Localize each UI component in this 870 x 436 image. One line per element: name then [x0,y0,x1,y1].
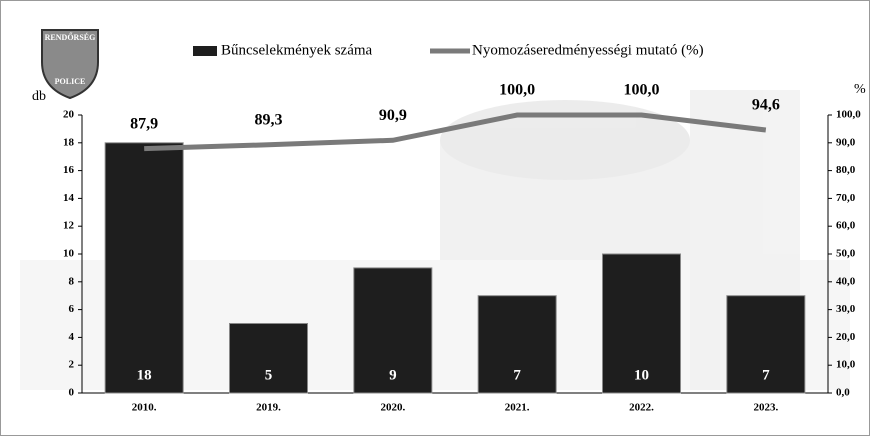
line-value-label: 87,9 [130,115,158,132]
y2-tick-label: 0,0 [836,387,850,399]
y-tick-label: 16 [63,164,75,176]
y2-tick-label: 100,0 [836,109,861,121]
y2-tick-label: 50,0 [836,248,856,260]
bar [477,295,557,394]
bar-value-label: 5 [265,367,273,383]
logo-bottom: POLICE [55,77,86,86]
y2-tick-label: 40,0 [836,275,856,287]
y2-axis-label: % [854,82,866,97]
y-tick-label: 20 [63,109,75,121]
legend-label: Nyomozáseredményességi mutató (%) [472,42,704,58]
line-value-label: 90,9 [379,107,407,124]
logo-top: RENDŐRSÉG [45,32,96,42]
x-tick-label: 2019. [256,402,281,414]
bar [229,323,308,394]
y2-tick-label: 90,0 [836,136,856,148]
y-axis-label: db [32,89,46,104]
y-tick-label: 12 [63,220,75,232]
y-tick-label: 6 [69,303,75,315]
legend-swatch [193,46,217,56]
y2-tick-label: 60,0 [836,220,856,232]
bar-value-label: 18 [137,367,152,383]
y2-tick-label: 70,0 [836,192,856,204]
bar-value-label: 7 [513,367,521,383]
bar [602,253,681,394]
y2-tick-label: 30,0 [836,303,856,315]
bar [726,295,806,394]
y2-tick-label: 10,0 [836,359,856,371]
y-tick-label: 2 [69,359,75,371]
bar [104,142,184,394]
x-tick-label: 2020. [380,402,405,414]
line-value-label: 100,0 [624,82,660,99]
y-tick-label: 0 [69,387,75,399]
y-tick-label: 18 [63,136,75,148]
y2-tick-label: 80,0 [836,164,856,176]
y-tick-label: 14 [63,192,75,204]
line [144,112,767,152]
line-value-label: 89,3 [255,111,283,128]
y-tick-label: 10 [63,248,75,260]
legend-label: Bűncselekmények száma [221,42,373,58]
x-tick-label: 2021. [505,402,530,414]
y-tick-label: 4 [69,331,75,343]
line-value-label: 94,6 [752,97,780,114]
line-value-label: 100,0 [499,82,535,99]
y-tick-label: 8 [69,275,75,287]
x-tick-label: 2023. [753,402,778,414]
x-tick-label: 2010. [132,402,157,414]
bar-value-label: 7 [762,367,770,383]
bar [353,267,433,394]
logo: RENDŐRSÉG POLICE [41,29,99,100]
y2-tick-label: 20,0 [836,331,856,343]
bar-value-label: 10 [634,367,649,383]
x-tick-label: 2022. [629,402,654,414]
bar-value-label: 9 [389,367,397,383]
